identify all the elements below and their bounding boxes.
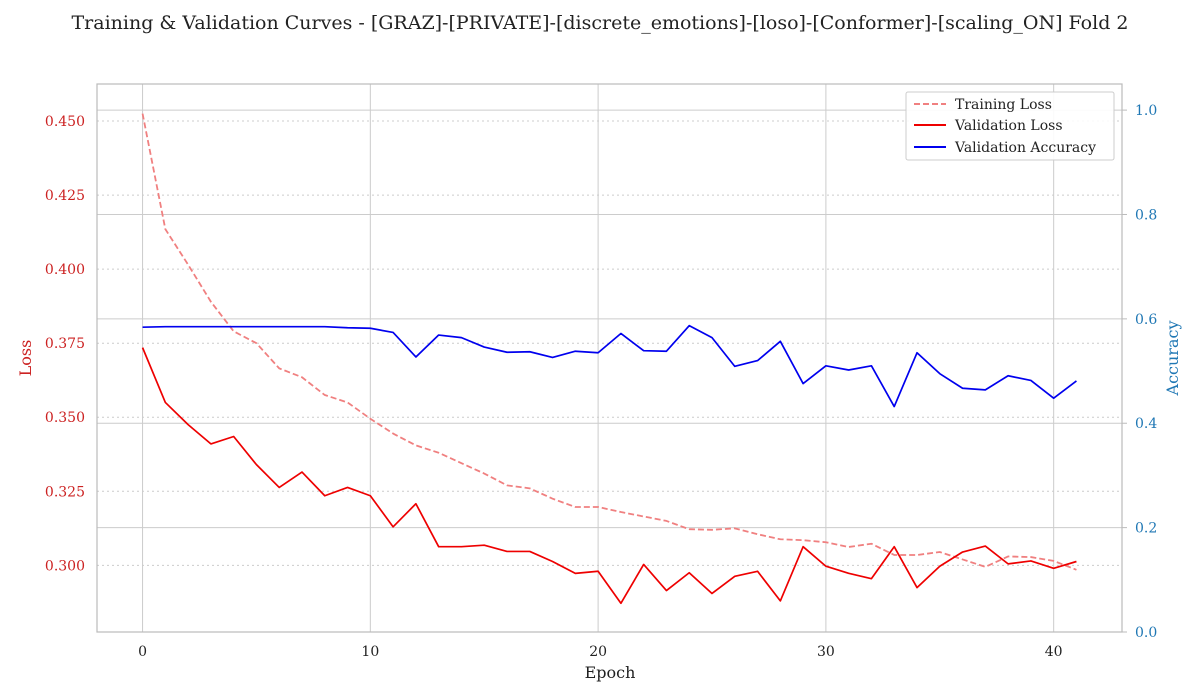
y-right-axis-title: Accuracy bbox=[1163, 321, 1182, 397]
y-left-tick-label: 0.400 bbox=[45, 262, 85, 278]
plot-frame bbox=[96, 83, 1123, 633]
y-right-tick-label: 0.2 bbox=[1135, 521, 1157, 537]
series-line-validation-loss bbox=[141, 347, 1077, 605]
y-left-axis-title: Loss bbox=[16, 340, 35, 377]
x-tick-label: 10 bbox=[361, 644, 379, 660]
y-left-tick-label: 0.425 bbox=[45, 188, 85, 204]
series-layer bbox=[141, 113, 1077, 605]
x-tick-label: 30 bbox=[817, 644, 835, 660]
legend: Training Loss Validation Loss Validation… bbox=[905, 91, 1115, 161]
x-tick-label: 0 bbox=[138, 644, 147, 660]
x-tick-label: 20 bbox=[589, 644, 607, 660]
y-left-tick-label: 0.325 bbox=[45, 484, 85, 500]
y-left-tick-label: 0.450 bbox=[45, 114, 85, 130]
y-right-tick-label: 0.8 bbox=[1135, 207, 1157, 223]
series-line-validation-accuracy bbox=[142, 324, 1077, 408]
y-left-tick-label: 0.375 bbox=[45, 336, 85, 352]
y-left-tick-label: 0.300 bbox=[45, 558, 85, 574]
y-right-tick-label: 1.0 bbox=[1135, 103, 1157, 119]
chart-title: Training & Validation Curves - [GRAZ]-[P… bbox=[72, 12, 1129, 34]
x-tick-label: 40 bbox=[1045, 644, 1063, 660]
legend-label-training-loss: Training Loss bbox=[955, 97, 1052, 113]
grid-layer bbox=[97, 84, 1122, 633]
axes-layer: 0 10 20 30 40 0.300 0.325 0.350 0.375 0.400 0.425 0… bbox=[45, 83, 1157, 660]
y-left-tick-label: 0.350 bbox=[45, 410, 85, 426]
x-axis-title: Epoch bbox=[585, 663, 636, 682]
y-right-tick-label: 0.0 bbox=[1135, 625, 1157, 641]
y-right-tick-label: 0.4 bbox=[1135, 416, 1157, 432]
legend-label-validation-accuracy: Validation Accuracy bbox=[954, 140, 1096, 156]
y-right-tick-label: 0.6 bbox=[1135, 312, 1157, 328]
legend-frame bbox=[905, 91, 1115, 161]
legend-label-validation-loss: Validation Loss bbox=[954, 118, 1063, 134]
series-line-training-loss bbox=[141, 113, 1077, 571]
